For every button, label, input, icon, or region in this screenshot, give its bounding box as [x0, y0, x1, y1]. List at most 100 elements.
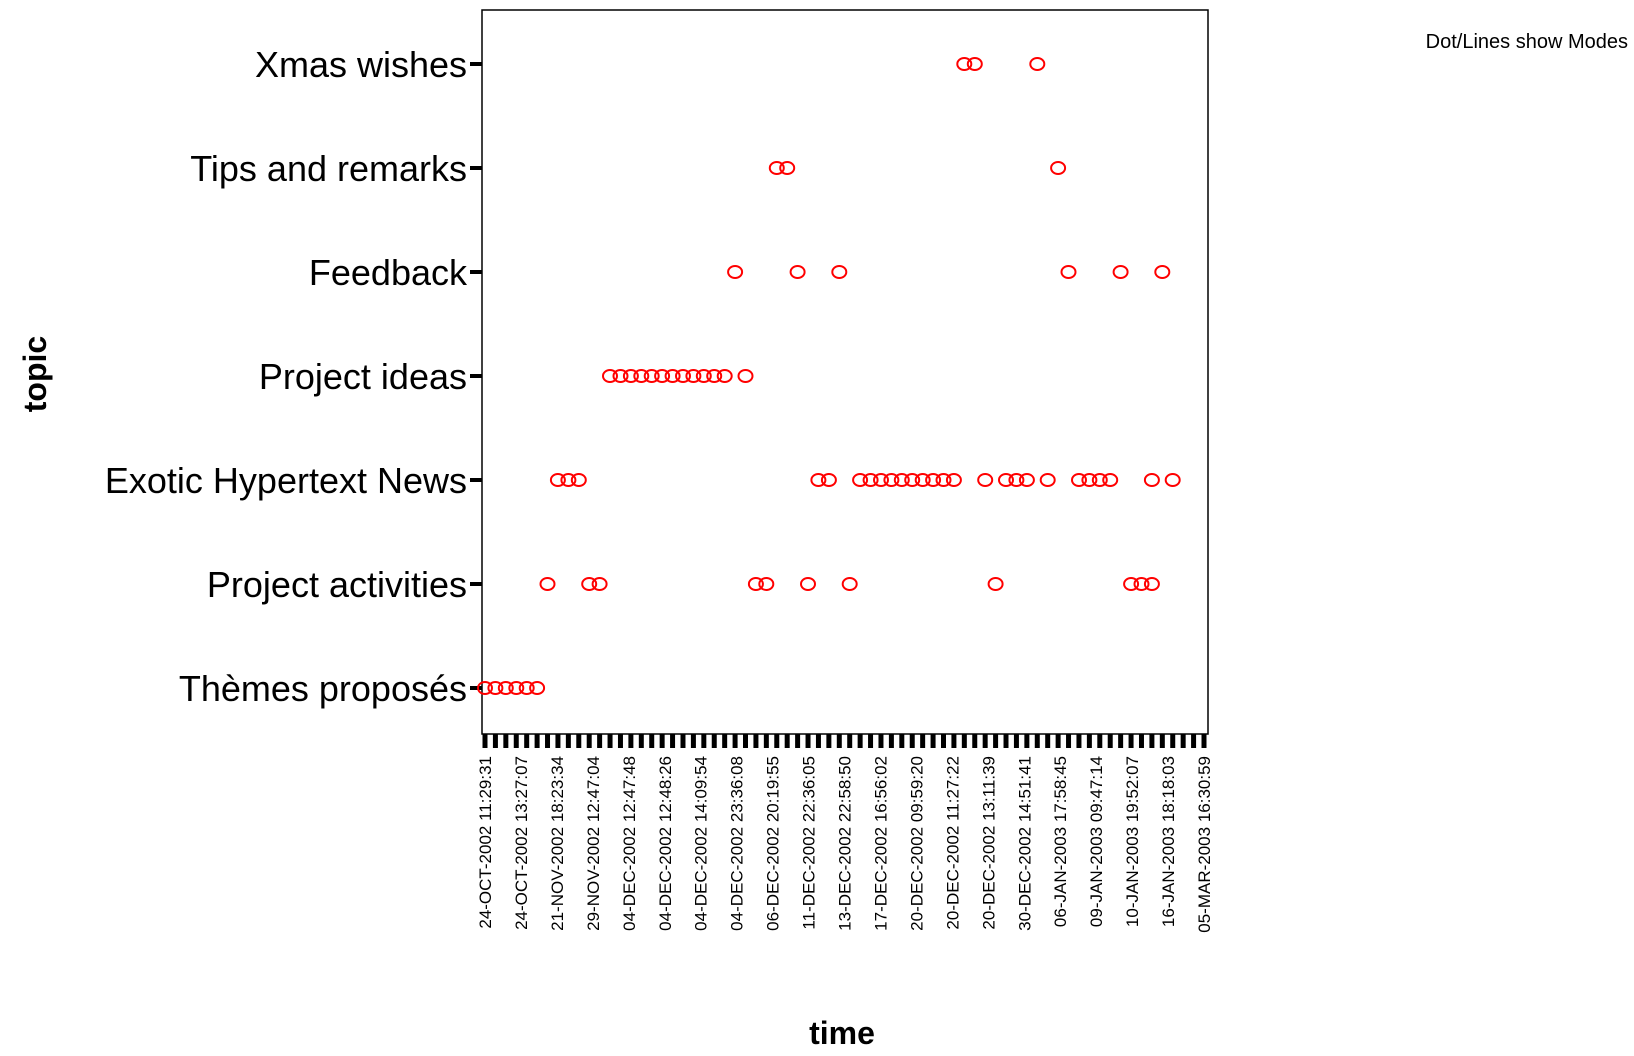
x-tick-label: 16-JAN-2003 18:18:03: [1159, 756, 1178, 927]
data-point: [560, 473, 577, 487]
data-point: [1039, 473, 1056, 487]
data-point: [591, 577, 608, 591]
data-point: [987, 577, 1004, 591]
data-point: [1154, 265, 1171, 279]
data-point: [841, 577, 858, 591]
data-point: [956, 57, 973, 71]
x-tick-label: 09-JAN-2003 09:47:14: [1087, 756, 1106, 927]
x-tick-label: 06-JAN-2003 17:58:45: [1051, 756, 1070, 927]
x-tick-label: 20-DEC-2002 09:59:20: [907, 756, 926, 931]
data-point: [852, 473, 869, 487]
data-point: [779, 161, 796, 175]
data-point: [935, 473, 952, 487]
y-axis-title: topic: [17, 336, 53, 412]
data-point: [1133, 577, 1150, 591]
x-axis-title: time: [809, 1015, 875, 1051]
data-point: [820, 473, 837, 487]
data-point: [1143, 473, 1160, 487]
y-tick-label: Project ideas: [259, 356, 467, 397]
x-tick-label: 06-DEC-2002 20:19:55: [764, 756, 783, 931]
data-point: [508, 681, 525, 695]
x-tick-label: 29-NOV-2002 12:47:04: [584, 756, 603, 931]
y-axis: Thèmes proposés Project activities Exotic …: [105, 44, 482, 709]
data-point: [904, 473, 921, 487]
data-point: [883, 473, 900, 487]
data-point: [1102, 473, 1119, 487]
plot-frame: [481, 9, 1209, 735]
data-point: [487, 681, 504, 695]
data-point: [1143, 577, 1160, 591]
data-point: [664, 369, 681, 383]
data-point: [737, 369, 754, 383]
data-point: [727, 265, 744, 279]
x-tick-label: 30-DEC-2002 14:51:41: [1015, 756, 1034, 931]
data-point: [529, 681, 546, 695]
x-tick-label: 20-DEC-2002 11:27:22: [943, 756, 962, 930]
y-tick-label: Thèmes proposés: [179, 668, 467, 709]
data-points: [477, 57, 1181, 695]
x-tick-label: 13-DEC-2002 22:58:50: [836, 756, 855, 931]
data-point: [747, 577, 764, 591]
data-point: [966, 57, 983, 71]
data-point: [497, 681, 514, 695]
data-point: [477, 681, 493, 695]
data-point: [998, 473, 1014, 487]
y-tick-label: Tips and remarks: [190, 148, 467, 189]
data-point: [622, 369, 639, 383]
data-point: [1008, 473, 1025, 487]
data-point: [675, 369, 691, 383]
data-point: [633, 369, 650, 383]
data-point: [873, 473, 889, 487]
data-point: [914, 473, 931, 487]
x-tick-label: 24-OCT-2002 11:29:31: [476, 756, 495, 929]
data-point: [685, 369, 702, 383]
data-point: [695, 369, 712, 383]
data-point: [570, 473, 587, 487]
data-point: [1060, 265, 1077, 279]
x-tick-label: 05-MAR-2003 16:30:59: [1195, 756, 1214, 933]
data-point: [977, 473, 994, 487]
data-point: [654, 369, 671, 383]
y-tick-label: Feedback: [309, 252, 468, 293]
data-point: [1123, 577, 1140, 591]
data-point: [1164, 473, 1181, 487]
x-tick-label: 04-DEC-2002 23:36:08: [728, 756, 747, 931]
data-point: [1050, 161, 1067, 175]
y-tick-label: Xmas wishes: [255, 44, 467, 85]
data-point: [758, 577, 775, 591]
data-point: [1071, 473, 1087, 487]
data-point: [602, 369, 618, 383]
x-tick-label: 04-DEC-2002 14:09:54: [692, 756, 711, 931]
data-point: [539, 577, 556, 591]
data-point: [581, 577, 598, 591]
data-point: [800, 577, 816, 591]
data-point: [925, 473, 942, 487]
data-point: [893, 473, 910, 487]
x-axis: 24-OCT-2002 11:29:31 24-OCT-2002 13:27:07…: [476, 734, 1214, 933]
data-point: [862, 473, 879, 487]
data-point: [1112, 265, 1129, 279]
x-tick-label: 21-NOV-2002 18:23:34: [548, 756, 567, 931]
data-point: [810, 473, 827, 487]
data-point: [716, 369, 733, 383]
data-point: [1029, 57, 1046, 71]
x-tick-label: 17-DEC-2002 16:56:02: [872, 756, 891, 931]
data-point: [643, 369, 660, 383]
data-point: [1018, 473, 1035, 487]
data-point: [831, 265, 848, 279]
y-tick-label: Project activities: [207, 564, 467, 605]
data-point: [549, 473, 566, 487]
data-point: [768, 161, 785, 175]
chart-note: Dot/Lines show Modes: [1426, 31, 1628, 53]
y-tick-label: Exotic Hypertext News: [105, 460, 467, 501]
data-point: [1081, 473, 1098, 487]
data-point: [518, 681, 535, 695]
data-point: [612, 369, 629, 383]
data-point: [945, 473, 962, 487]
x-tick-label: 04-DEC-2002 12:48:26: [656, 756, 675, 931]
data-point: [706, 369, 723, 383]
x-tick-label: 10-JAN-2003 19:52:07: [1123, 756, 1142, 927]
x-tick-label: 04-DEC-2002 12:47:48: [620, 756, 639, 931]
x-tick-label: 20-DEC-2002 13:11:39: [979, 756, 998, 930]
